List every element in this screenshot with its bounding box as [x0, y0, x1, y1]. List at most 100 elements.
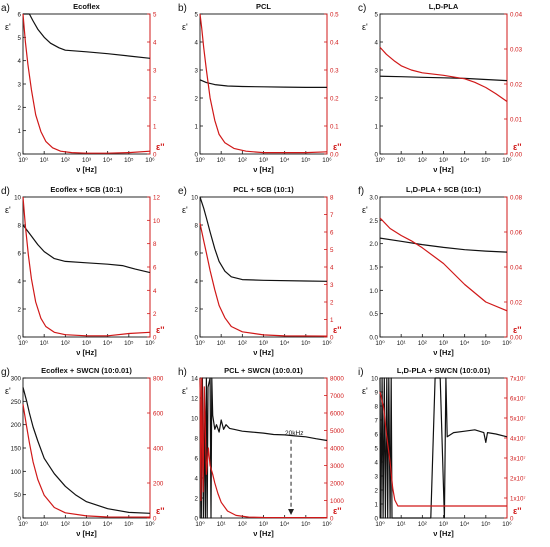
x-tick-label: 10⁵ [301, 521, 311, 528]
left-tick-label: 8 [195, 436, 199, 443]
right-tick-label: 0.06 [510, 230, 523, 237]
x-tick-label: 10³ [439, 340, 448, 347]
x-tick-label: 10² [418, 157, 427, 164]
right-tick-label: 8 [153, 241, 157, 248]
x-tick-label: 10⁵ [301, 157, 311, 164]
left-tick-label: 2 [195, 307, 199, 314]
x-tick-label: 10² [418, 340, 427, 347]
left-tick-label: 10 [191, 416, 198, 423]
plot-frame [22, 377, 151, 519]
left-tick-label: 0 [18, 516, 22, 523]
right-axis-label: ε'' [156, 142, 165, 152]
left-tick-label: 0.5 [369, 311, 378, 318]
left-tick-label: 5 [195, 12, 199, 19]
x-tick-label: 10³ [82, 157, 91, 164]
left-tick-label: 200 [11, 422, 22, 429]
right-tick-label: 6000 [330, 411, 344, 418]
left-tick-label: 50 [14, 492, 21, 499]
left-tick-label: 8 [195, 223, 199, 230]
x-axis-label: ν [Hz] [253, 348, 274, 357]
right-tick-label: 1 [330, 317, 334, 324]
right-tick-label: 0 [510, 516, 514, 523]
right-tick-label: 5x10⁷ [510, 416, 526, 423]
series-line-permittivity [23, 13, 151, 59]
x-tick-label: 10⁵ [124, 340, 134, 347]
x-tick-label: 10¹ [217, 157, 226, 164]
right-tick-label: 5 [153, 12, 157, 19]
right-tick-label: 0.5 [330, 12, 339, 19]
x-tick-label: 10⁴ [280, 521, 290, 528]
plot-frame [379, 196, 508, 338]
right-tick-label: 5000 [330, 428, 344, 435]
panel-title: L,D-PLA + 5CB (10:1) [406, 185, 481, 194]
series-line-permittivity [379, 377, 508, 519]
right-axis-label: ε'' [333, 142, 342, 152]
left-tick-label: 3 [375, 68, 379, 75]
x-tick-label: 10¹ [40, 340, 49, 347]
left-tick-label: 4 [195, 279, 199, 286]
x-tick-label: 10² [61, 157, 70, 164]
left-axis-label: ε' [362, 386, 368, 396]
x-tick-label: 10⁰ [375, 521, 385, 528]
x-tick-label: 10³ [439, 157, 448, 164]
panel-h: h) PCL + SWCN (10:0.01) 10⁰ 10¹ 10² 10³ 10⁴ 10⁵… [178, 366, 344, 538]
panel-i: i) L,D-PLA + SWCN (10:0.01)10⁰ 10¹ 10² 10³ 10… [358, 366, 526, 538]
plot-frame [22, 196, 151, 338]
panel-letter: e) [178, 186, 187, 197]
left-axis-label: ε' [5, 386, 11, 396]
right-tick-label: 0.1 [330, 124, 339, 131]
right-tick-label: 800 [153, 376, 164, 383]
x-axis-label: ν [Hz] [76, 348, 97, 357]
right-axis-label: ε'' [156, 506, 165, 516]
left-tick-label: 0 [375, 516, 379, 523]
x-axis-label: ν [Hz] [76, 529, 97, 538]
left-tick-label: 250 [11, 399, 22, 406]
series-line-permittivity [199, 79, 327, 88]
series-line-permittivity [199, 377, 328, 519]
left-tick-label: 5 [18, 35, 22, 42]
x-tick-label: 10⁰ [18, 157, 28, 164]
left-tick-label: 10 [14, 195, 21, 202]
series-line-loss [199, 223, 328, 337]
right-tick-label: 0.02 [510, 300, 523, 307]
right-tick-label: 200 [153, 481, 164, 488]
left-tick-label: 2 [18, 307, 22, 314]
x-tick-label: 10¹ [397, 521, 406, 528]
series-line-loss [22, 196, 151, 337]
x-tick-label: 10⁴ [103, 157, 113, 164]
right-tick-label: 4000 [330, 446, 344, 453]
x-axis-label: ν [Hz] [253, 529, 274, 538]
x-tick-label: 10³ [82, 521, 91, 528]
left-tick-label: 14 [191, 376, 198, 383]
series-line-loss [379, 391, 507, 507]
plot-frame [379, 13, 508, 155]
right-tick-label: 2x10⁷ [510, 476, 526, 483]
left-tick-label: 0 [375, 152, 379, 159]
right-tick-label: 0.02 [510, 82, 523, 89]
panel-title: Ecoflex + SWCN (10:0.01) [41, 366, 132, 375]
x-tick-label: 10⁰ [18, 521, 28, 528]
x-tick-label: 10⁰ [375, 340, 385, 347]
right-tick-label: 0.2 [330, 96, 339, 103]
right-tick-label: 12 [153, 195, 160, 202]
left-tick-label: 0 [18, 152, 22, 159]
right-tick-label: 0.3 [330, 68, 339, 75]
x-tick-label: 10¹ [40, 157, 49, 164]
left-tick-label: 10 [191, 195, 198, 202]
right-tick-label: 0.03 [510, 47, 523, 54]
right-tick-label: 2 [153, 96, 157, 103]
x-tick-label: 10⁰ [18, 340, 28, 347]
x-tick-label: 10³ [82, 340, 91, 347]
panel-title: PCL + 5CB (10:1) [233, 185, 294, 194]
left-tick-label: 4 [18, 279, 22, 286]
left-tick-label: 6 [18, 251, 22, 258]
left-tick-label: 0.0 [369, 335, 378, 342]
left-tick-label: 5 [375, 12, 379, 19]
left-tick-label: 8 [375, 404, 379, 411]
left-tick-label: 0 [18, 335, 22, 342]
left-tick-label: 2 [195, 96, 199, 103]
panel-title: L,D-PLA [429, 2, 459, 11]
right-tick-label: 1 [153, 124, 157, 131]
right-tick-label: 6 [153, 265, 157, 272]
